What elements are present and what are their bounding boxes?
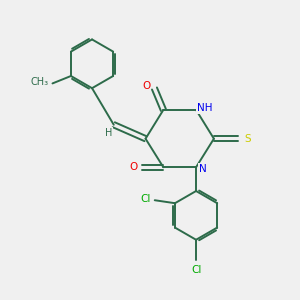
Text: Cl: Cl xyxy=(140,194,150,204)
Text: H: H xyxy=(105,128,112,138)
Text: CH₃: CH₃ xyxy=(31,77,49,87)
Text: S: S xyxy=(244,134,250,144)
Text: O: O xyxy=(130,162,138,172)
Text: O: O xyxy=(142,80,150,91)
Text: NH: NH xyxy=(196,103,212,113)
Text: Cl: Cl xyxy=(191,265,201,275)
Text: N: N xyxy=(199,164,206,174)
